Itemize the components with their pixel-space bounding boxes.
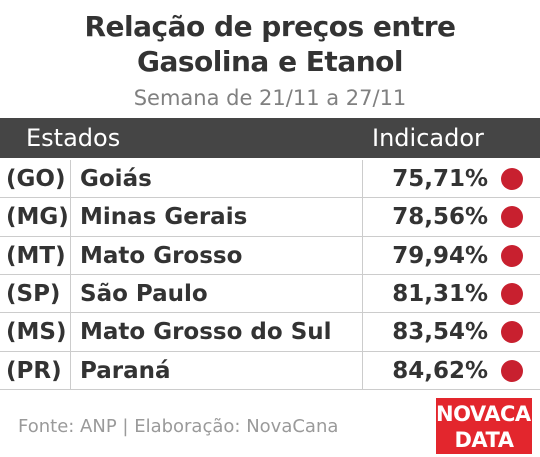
state-name: Mato Grosso do Sul [80,319,332,346]
logo-text: NOVACANA [436,402,540,426]
row-line [0,388,540,390]
state-name: Mato Grosso [80,242,243,269]
title: Relação de preços entre [84,10,457,43]
state-name: São Paulo [80,280,208,307]
column-header: Indicador [372,124,484,152]
status-dot [501,168,523,190]
row-line [0,235,540,237]
state-code: (MT) [6,242,66,269]
row-line [0,350,540,352]
header-bar [0,118,540,158]
state-name: Minas Gerais [80,204,248,231]
indicator: 81,31% [392,280,488,307]
status-dot [501,282,523,305]
row-line [0,312,540,314]
indicator: 83,54% [392,319,488,346]
indicator: 84,62% [392,357,488,384]
status-dot [501,321,523,344]
row-line [0,273,540,275]
indicator: 78,56% [392,204,488,231]
logo: NOVACANA DATA [436,398,540,454]
status-dot [501,206,523,229]
status-dot [501,244,523,267]
state-code: (MS) [6,319,67,346]
status-dot [501,359,523,382]
state-code: (GO) [6,166,66,192]
indicator: 79,94% [392,242,488,269]
title: Gasolina e Etanol [137,45,403,78]
logo-text: DATA [454,428,514,452]
row-line [0,197,540,199]
state-code: (PR) [6,357,62,384]
column-header: Estados [26,124,121,152]
column-divider [70,160,71,390]
state-code: (MG) [6,204,69,231]
state-name: Goiás [80,166,152,192]
state-code: (SP) [6,280,61,307]
indicator: 75,71% [392,166,488,192]
source: Fonte: ANP | Elaboração: NovaCana [18,416,339,437]
state-name: Paraná [80,357,171,384]
column-divider [362,160,363,390]
subtitle: Semana de 21/11 a 27/11 [133,86,407,110]
